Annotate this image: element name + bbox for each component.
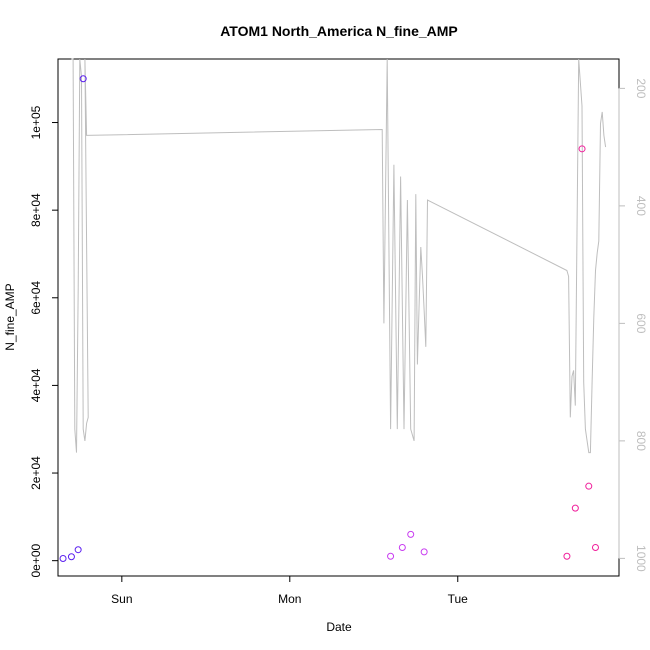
- chart-title: ATOM1 North_America N_fine_AMP: [220, 23, 458, 39]
- y-tick-label: 0e+00: [29, 543, 43, 577]
- data-point: [398, 544, 406, 552]
- data-point: [420, 548, 428, 556]
- data-point: [407, 530, 415, 538]
- data-point: [591, 544, 599, 552]
- data-point: [74, 546, 82, 554]
- y-tick-label: 2e+04: [29, 456, 43, 490]
- right-tick-label: 400: [634, 196, 648, 216]
- y-axis-label: N_fine_AMP: [3, 283, 17, 350]
- right-tick-label: 1000: [634, 545, 648, 572]
- x-tick-label: Mon: [278, 592, 301, 606]
- series-line: [71, 58, 607, 454]
- connection-line-layer: [71, 58, 607, 454]
- y-tick-label: 6e+04: [29, 281, 43, 315]
- data-point: [387, 552, 395, 560]
- y-tick-label: 4e+04: [29, 368, 43, 402]
- data-point: [67, 553, 75, 561]
- x-axis-label: Date: [326, 620, 352, 634]
- data-points-layer: [59, 75, 599, 562]
- x-tick-label: Tue: [448, 592, 469, 606]
- data-point: [578, 145, 586, 153]
- data-point: [79, 75, 87, 83]
- axes-layer: Sun Mon Tue 0e+00 2e+04 4e+04 6e+04 8e+04 1e+05 2…: [29, 78, 648, 606]
- right-tick-label: 800: [634, 431, 648, 451]
- data-point: [563, 552, 571, 560]
- data-point: [571, 504, 579, 512]
- y-tick-label: 8e+04: [29, 193, 43, 227]
- plot-frame: [57, 58, 620, 577]
- data-point: [585, 482, 593, 490]
- right-tick-label: 200: [634, 78, 648, 98]
- right-tick-label: 600: [634, 313, 648, 333]
- x-tick-label: Sun: [111, 592, 132, 606]
- y-tick-label: 1e+05: [29, 105, 43, 139]
- data-point: [59, 554, 67, 562]
